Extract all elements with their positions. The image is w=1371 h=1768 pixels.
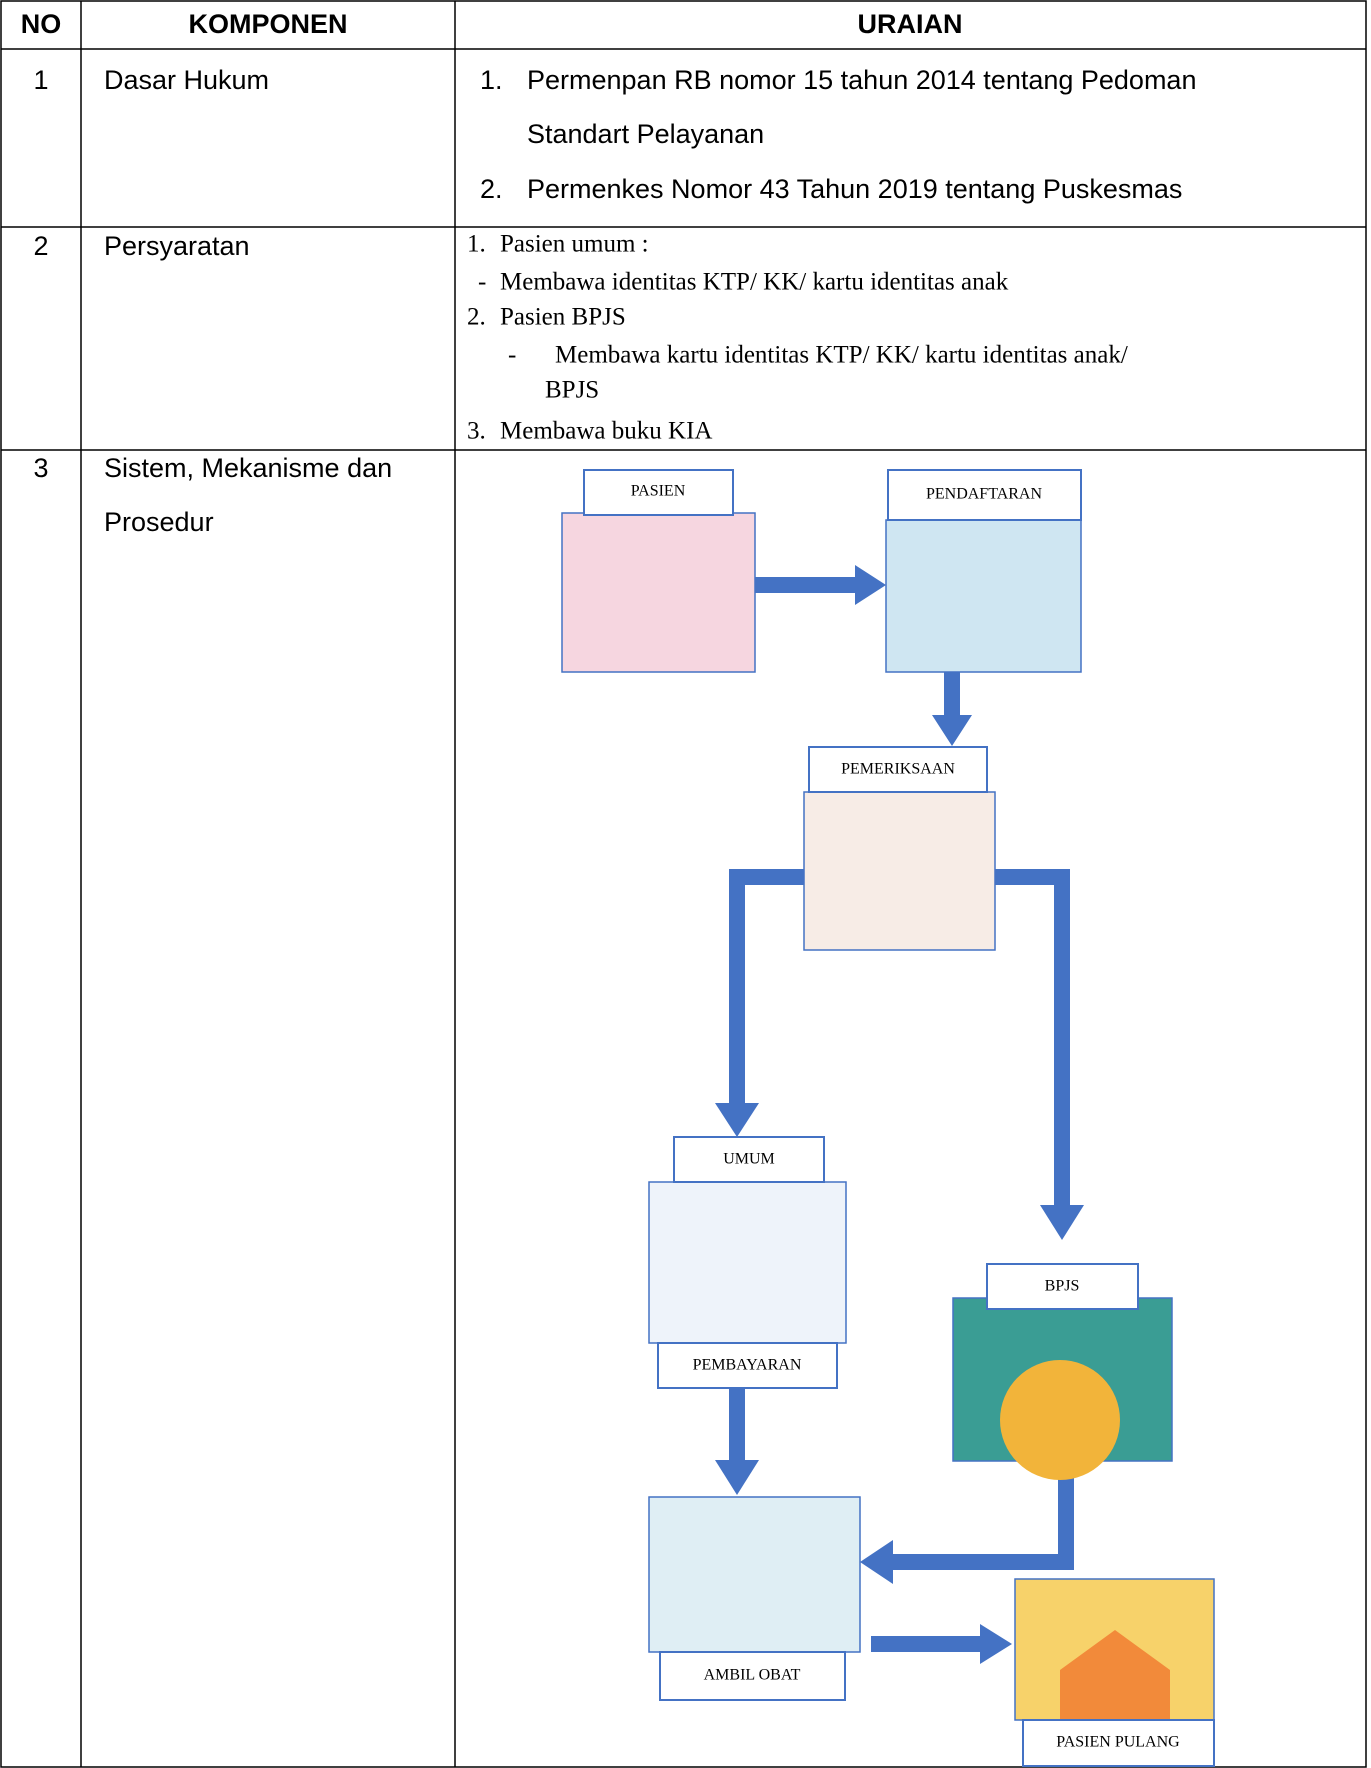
header-cell: URAIAN — [858, 9, 963, 39]
list-marker: 3. — [467, 418, 486, 445]
component: Dasar Hukum — [104, 65, 269, 95]
list-marker: 2. — [480, 174, 503, 204]
list-item: Permenpan RB nomor 15 tahun 2014 tentang… — [527, 65, 1196, 95]
header-cell: KOMPONEN — [188, 9, 347, 39]
row-number: 3 — [33, 453, 48, 483]
flow-node: BPJS — [1045, 1278, 1080, 1295]
flow-arrows — [715, 565, 1084, 1664]
list-item: Pasien umum : — [500, 231, 649, 258]
header-cell: NO — [21, 9, 62, 39]
component: Persyaratan — [104, 231, 250, 261]
flow-node: PEMERIKSAAN — [841, 761, 955, 778]
flow-node: PASIEN — [631, 483, 686, 500]
flow-node: UMUM — [723, 1151, 775, 1168]
component: Sistem, Mekanisme dan — [104, 453, 392, 483]
row-number: 2 — [33, 231, 48, 261]
flow-node: AMBIL OBAT — [704, 1667, 801, 1684]
flow-images — [561, 512, 1215, 1721]
list-marker: - — [508, 342, 516, 369]
list-item: Membawa buku KIA — [500, 418, 712, 445]
list-item: Pasien BPJS — [500, 304, 626, 331]
flow-labels — [583, 469, 1215, 1767]
list-item: Standart Pelayanan — [527, 119, 764, 149]
list-item: Membawa identitas KTP/ KK/ kartu identit… — [500, 269, 1009, 296]
list-item: BPJS — [545, 377, 599, 404]
flow-node: PENDAFTARAN — [926, 486, 1043, 503]
list-marker: 1. — [467, 231, 486, 258]
list-item: Permenkes Nomor 43 Tahun 2019 tentang Pu… — [527, 174, 1182, 204]
list-marker: - — [478, 269, 486, 296]
list-marker: 1. — [480, 65, 503, 95]
list-item: Membawa kartu identitas KTP/ KK/ kartu i… — [555, 342, 1128, 369]
flow-node: PASIEN PULANG — [1056, 1734, 1180, 1751]
row-number: 1 — [33, 65, 48, 95]
flow-node: PEMBAYARAN — [693, 1357, 802, 1374]
component: Prosedur — [104, 507, 214, 537]
list-marker: 2. — [467, 304, 486, 331]
